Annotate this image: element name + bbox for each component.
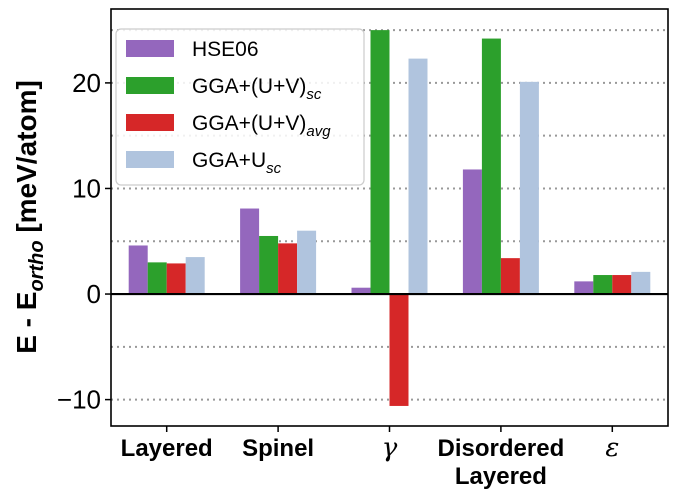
bar-2-2 xyxy=(259,235,279,295)
legend-box xyxy=(115,28,365,186)
bar-2-5 xyxy=(593,275,613,295)
x-category-label: γ xyxy=(382,433,398,463)
bar-4-4 xyxy=(519,81,539,295)
bar-2-3 xyxy=(370,30,390,295)
legend-label: HSE06 xyxy=(192,38,259,61)
bar-1-1 xyxy=(128,245,148,295)
legend-swatch xyxy=(126,114,174,131)
bar-2-1 xyxy=(147,262,167,295)
legend-swatch xyxy=(126,77,174,94)
bar-1-3 xyxy=(351,287,371,295)
y-tick-label: 20 xyxy=(72,68,101,98)
bar-4-5 xyxy=(631,271,651,295)
legend-swatch xyxy=(126,151,174,168)
legend-swatch xyxy=(126,40,174,57)
legend-label: GGA+Usc xyxy=(192,149,282,177)
bar-1-4 xyxy=(462,169,482,295)
y-tick-label: 0 xyxy=(87,279,101,309)
x-category-label: Disordered xyxy=(438,435,565,462)
bar-4-3 xyxy=(408,58,428,295)
bar-3-1 xyxy=(166,263,186,295)
bar-1-5 xyxy=(574,281,594,295)
x-category-label: Layered xyxy=(121,435,213,462)
y-axis-ticks: −10 0 10 20 xyxy=(57,68,111,415)
legend: HSE06 GGA+(U+V)sc GGA+(U+V)avg GGA+Usc xyxy=(115,28,365,186)
bar-3-3 xyxy=(389,294,409,406)
bar-3-2 xyxy=(278,243,298,295)
x-category-label: ε xyxy=(605,433,619,463)
bar-3-4 xyxy=(500,258,520,295)
bars xyxy=(128,30,651,406)
bar-3-5 xyxy=(612,275,632,295)
y-tick-label: 10 xyxy=(72,173,101,203)
x-category-label: Layered xyxy=(455,463,547,490)
legend-label: GGA+(U+V)sc xyxy=(192,75,322,103)
bar-4-1 xyxy=(185,257,205,295)
y-tick-label: −10 xyxy=(57,385,101,415)
legend-label: GGA+(U+V)avg xyxy=(192,112,331,140)
bar-2-4 xyxy=(481,38,501,295)
bar-1-2 xyxy=(240,208,260,295)
bar-4-2 xyxy=(297,230,317,295)
x-category-label: Spinel xyxy=(242,435,314,462)
y-axis-label: E - Eortho [meV/atom] xyxy=(11,80,48,354)
